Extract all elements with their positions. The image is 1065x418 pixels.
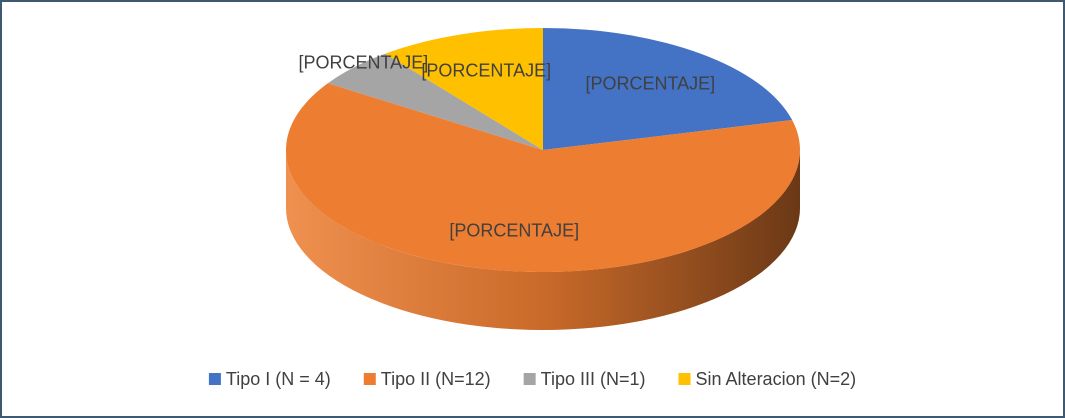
legend-item: Tipo II (N=12): [363, 369, 491, 389]
pie-slice: [327, 53, 543, 151]
pie-side-shade: [286, 150, 800, 330]
pie-slice: [543, 28, 793, 150]
legend-swatch: [523, 373, 536, 385]
pie-slice: [286, 83, 800, 272]
legend: Tipo I (N = 4) Tipo II (N=12) Tipo III (N=…: [208, 369, 857, 389]
legend-swatch: [208, 373, 221, 385]
pie-slice: [385, 27, 543, 150]
legend-label: Tipo III (N=1): [541, 369, 646, 389]
data-label: [PORCENTAJE]: [421, 60, 551, 80]
data-label: [PORCENTAJE]: [299, 52, 429, 72]
legend-swatch: [363, 373, 376, 385]
legend-label: Sin Alteracion (N=2): [696, 369, 857, 389]
data-label: [PORCENTAJE]: [449, 221, 579, 241]
legend-swatch: [678, 373, 691, 385]
plot: [PORCENTAJE][PORCENTAJE][PORCENTAJE][POR…: [286, 27, 800, 330]
legend-item: Sin Alteracion (N=2): [678, 369, 857, 389]
legend-label: Tipo II (N=12): [381, 369, 491, 389]
legend-label: Tipo I (N = 4): [226, 369, 331, 389]
legend-item: Tipo I (N = 4): [208, 369, 331, 389]
data-label: [PORCENTAJE]: [585, 73, 715, 93]
legend-item: Tipo III (N=1): [523, 369, 646, 389]
